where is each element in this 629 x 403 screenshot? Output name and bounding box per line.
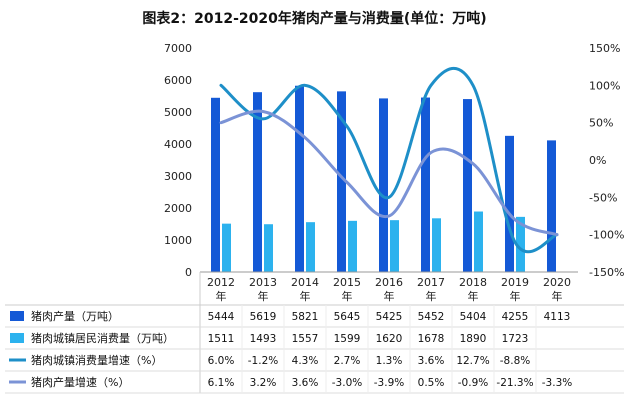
legend-swatch	[10, 311, 24, 321]
table-cell: 6.0%	[208, 355, 235, 367]
legend-label: 猪肉城镇消费量增速（%）	[31, 353, 162, 367]
table-cell: 1511	[208, 333, 235, 345]
table-cell: 6.1%	[208, 377, 235, 389]
bar	[432, 218, 441, 272]
right-axis-tick-label: 150%	[589, 42, 620, 55]
left-axis-tick-label: 0	[185, 266, 192, 279]
bar	[379, 98, 388, 273]
bar	[390, 220, 399, 272]
table-cell: 1493	[250, 333, 277, 345]
table-cell: 1599	[334, 333, 361, 345]
table-cell: 3.6%	[292, 377, 319, 389]
table-cell: 3.6%	[418, 355, 445, 367]
table-cell: 0.5%	[418, 377, 445, 389]
right-axis-tick-label: 100%	[589, 79, 620, 92]
table-cell: 5425	[376, 311, 403, 323]
table-cell: 5645	[334, 311, 361, 323]
bar	[222, 223, 231, 272]
table-cell: 1678	[418, 333, 445, 345]
bar	[474, 211, 483, 272]
legend-label: 猪肉产量（万吨）	[31, 309, 119, 323]
table-cell: 3.2%	[250, 377, 277, 389]
bar	[463, 99, 472, 273]
bar	[337, 91, 346, 272]
left-axis-tick-label: 7000	[164, 42, 192, 55]
x-axis-category-label: 2016 年	[375, 276, 403, 303]
bar	[264, 224, 273, 272]
left-axis-tick-label: 5000	[164, 106, 192, 119]
table-cell: 5452	[418, 311, 445, 323]
right-axis-tick-label: -50%	[589, 191, 617, 204]
x-axis-category-label: 2013 年	[249, 276, 277, 303]
table-cell: 5444	[208, 311, 235, 323]
right-axis-tick-label: -150%	[589, 266, 624, 279]
legend-label: 猪肉城镇居民消费量（万吨）	[31, 331, 174, 345]
table-cell: -3.0%	[332, 377, 362, 389]
x-axis-category-label: 2012 年	[207, 276, 235, 303]
bar	[306, 222, 315, 272]
table-cell: 4.3%	[292, 355, 319, 367]
bar	[295, 85, 304, 272]
table-cell: 1.3%	[376, 355, 403, 367]
table-cell: 4255	[502, 311, 529, 323]
bar	[348, 220, 357, 272]
x-axis-category-label: 2014 年	[291, 276, 319, 303]
table-cell: 5821	[292, 311, 319, 323]
left-axis-tick-label: 2000	[164, 202, 192, 215]
bar	[547, 140, 556, 272]
table-cell: 1557	[292, 333, 319, 345]
legend-swatch	[10, 333, 24, 343]
table-cell: -21.3%	[496, 377, 533, 389]
table-cell: 1723	[502, 333, 529, 345]
x-axis-category-label: 2018 年	[459, 276, 487, 303]
table-cell: -8.8%	[500, 355, 530, 367]
table-cell: 5619	[250, 311, 277, 323]
table-cell: -3.9%	[374, 377, 404, 389]
series-line	[219, 109, 559, 237]
chart-title: 图表2：2012-2020年猪肉产量与消费量(单位：万吨)	[142, 11, 487, 27]
table-cell: 4113	[544, 311, 571, 323]
right-axis-tick-label: 50%	[589, 117, 613, 130]
left-axis-tick-label: 6000	[164, 74, 192, 87]
bar	[253, 92, 262, 272]
table-cell: 1890	[460, 333, 487, 345]
x-axis-category-label: 2017 年	[417, 276, 445, 303]
x-axis-category-label: 2019 年	[501, 276, 529, 303]
x-axis-category-label: 2015 年	[333, 276, 361, 303]
x-axis-category-label: 2020 年	[543, 276, 571, 303]
left-axis-tick-label: 4000	[164, 138, 192, 151]
table-cell: -1.2%	[248, 355, 278, 367]
table-cell: 1620	[376, 333, 403, 345]
bar	[211, 97, 220, 273]
bar	[516, 216, 525, 272]
bar	[421, 97, 430, 272]
table-cell: -0.9%	[458, 377, 488, 389]
right-axis-tick-label: -100%	[589, 229, 624, 242]
bar	[505, 135, 514, 272]
legend-label: 猪肉产量增速（%）	[31, 375, 129, 389]
table-cell: 12.7%	[456, 355, 489, 367]
left-axis-tick-label: 3000	[164, 170, 192, 183]
table-cell: -3.3%	[542, 377, 572, 389]
table-cell: 5404	[460, 311, 487, 323]
left-axis-tick-label: 1000	[164, 234, 192, 247]
table-cell: 2.7%	[334, 355, 361, 367]
right-axis-tick-label: 0%	[589, 154, 606, 167]
